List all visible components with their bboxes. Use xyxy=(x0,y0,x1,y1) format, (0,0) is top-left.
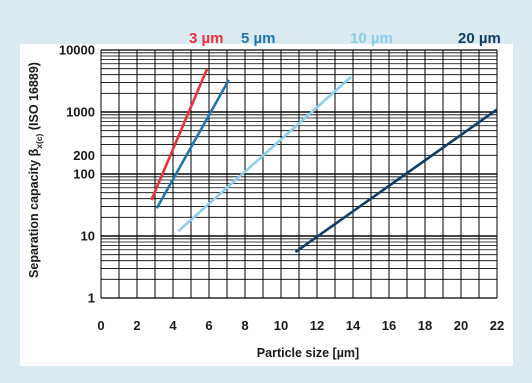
x-tick-label: 18 xyxy=(418,318,432,333)
x-tick-label: 14 xyxy=(346,318,361,333)
plot-panel xyxy=(20,44,513,366)
y-axis-title-main: Separation capacity β xyxy=(27,148,41,278)
x-tick-label: 4 xyxy=(169,318,177,333)
x-tick-label: 20 xyxy=(454,318,468,333)
series-labels: 3 µm 5 µm 10 µm 20 µm xyxy=(189,30,501,47)
series-layer xyxy=(150,68,498,254)
x-tick-label: 6 xyxy=(205,318,212,333)
y-tick-label: 1 xyxy=(88,291,95,306)
x-tick-label: 10 xyxy=(274,318,288,333)
grid xyxy=(100,49,498,299)
ticks-layer: 0 2 4 6 8 10 12 14 16 18 20 22 1 10 100 200 1000 10000 xyxy=(59,43,504,334)
x-tick-label: 2 xyxy=(133,318,140,333)
y-axis-title-subscript: x(c) xyxy=(34,133,44,148)
y-tick-label: 200 xyxy=(73,148,95,163)
series-line-2 xyxy=(155,79,230,209)
series-label-3: 10 µm xyxy=(350,30,393,47)
series-line-1 xyxy=(150,68,209,201)
x-tick-label: 16 xyxy=(382,318,396,333)
y-axis-title: Separation capacity βx(c) (ISO 16889) xyxy=(27,62,44,278)
series-label-1: 3 µm xyxy=(189,30,224,47)
series-label-4: 20 µm xyxy=(458,30,501,47)
series-line-4 xyxy=(294,108,498,254)
x-tick-label: 22 xyxy=(490,318,504,333)
y-tick-label: 10000 xyxy=(59,43,95,58)
y-tick-label: 1000 xyxy=(66,105,95,120)
y-tick-label: 10 xyxy=(81,229,95,244)
x-tick-label: 0 xyxy=(97,318,104,333)
series-label-2: 5 µm xyxy=(241,30,276,47)
y-tick-label: 100 xyxy=(73,167,95,182)
x-tick-label: 12 xyxy=(310,318,324,333)
x-axis-title: Particle size [µm] xyxy=(257,346,359,360)
series-line-3 xyxy=(177,75,353,233)
y-axis-title-suffix: (ISO 16889) xyxy=(27,62,41,134)
x-tick-label: 8 xyxy=(241,318,248,333)
